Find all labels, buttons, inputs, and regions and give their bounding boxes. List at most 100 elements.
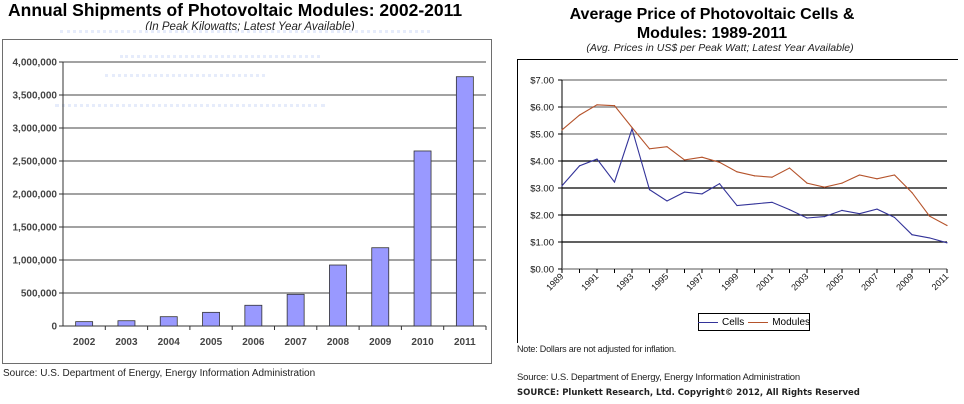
x-tick-label: 2006 xyxy=(242,337,265,348)
y-tick-label: 4,000,000 xyxy=(13,58,58,69)
legend-label-cells: Cells xyxy=(721,316,745,328)
x-tick-label: 2011 xyxy=(930,271,951,292)
y-tick-label: $5.00 xyxy=(530,130,554,141)
left-chart-frame xyxy=(2,39,492,364)
x-tick-label: 2009 xyxy=(369,337,392,348)
data-point-modules xyxy=(736,171,738,173)
data-point-modules xyxy=(788,167,791,169)
data-point-cells xyxy=(876,208,878,210)
x-tick-label: 2010 xyxy=(411,337,434,348)
x-tick-label: 2011 xyxy=(454,337,476,348)
bar-2003 xyxy=(117,320,136,327)
y-tick-label: $4.00 xyxy=(530,157,554,168)
right-chart-title: Average Price of Photovoltaic Cells & Mo… xyxy=(500,5,964,43)
x-tick-label: 2005 xyxy=(200,337,223,348)
y-tick-label: $1.00 xyxy=(530,238,554,249)
right-chart-note: Note: Dollars are not adjusted for infla… xyxy=(517,344,677,354)
data-point-cells xyxy=(823,216,826,218)
ghost-artifact xyxy=(120,55,320,58)
data-point-cells xyxy=(753,203,756,205)
ghost-artifact xyxy=(60,30,430,33)
bar-2004 xyxy=(159,316,178,327)
data-point-modules xyxy=(666,146,668,148)
data-point-modules xyxy=(911,191,913,194)
data-point-modules xyxy=(771,176,773,178)
legend-label-modules: Modules xyxy=(772,316,811,328)
data-point-modules xyxy=(648,148,651,150)
data-point-modules xyxy=(631,126,633,129)
data-point-modules xyxy=(858,174,861,176)
chart-legend: Cells Modules xyxy=(697,313,810,331)
bar-2006 xyxy=(244,304,263,327)
data-point-cells xyxy=(736,204,738,207)
x-tick-label: 2008 xyxy=(327,337,350,348)
data-point-modules xyxy=(876,178,878,180)
data-point-cells xyxy=(718,183,721,185)
y-tick-label: 500,000 xyxy=(21,289,58,300)
data-point-cells xyxy=(841,209,843,212)
left-bar-chart: 0 500,000 1,000,000 1,500,000 2,000,000 2,500… xyxy=(13,58,487,348)
y-tick-label: 2,500,000 xyxy=(13,157,58,168)
legend-swatch-cells xyxy=(697,321,718,323)
data-point-cells xyxy=(858,213,861,215)
data-point-modules xyxy=(806,182,808,184)
y-tick-label: 3,000,000 xyxy=(13,124,58,135)
y-tick-label: 3,500,000 xyxy=(13,91,58,102)
y-tick-label: $2.00 xyxy=(530,211,554,222)
data-point-cells xyxy=(806,217,808,219)
y-tick-label: 0 xyxy=(51,322,57,333)
x-tick-label: 2007 xyxy=(285,337,308,348)
data-point-cells xyxy=(648,189,651,191)
data-point-cells xyxy=(788,209,791,211)
x-tick-label: 2004 xyxy=(158,337,181,348)
x-tick-label: 2007 xyxy=(859,271,880,292)
right-line-chart: $0.00 $1.00 $2.00 $3.00 $4.00 $5.00 $6.00 $7.00… xyxy=(530,76,951,293)
x-tick-label: 1995 xyxy=(649,271,670,292)
right-chart-title-line1: Average Price of Photovoltaic Cells & xyxy=(569,6,855,23)
bar-2005 xyxy=(202,311,220,327)
left-chart-source: Source: U.S. Department of Energy, Energ… xyxy=(3,368,316,379)
bar-2008 xyxy=(329,264,347,327)
y-tick-label: $3.00 xyxy=(530,184,554,195)
x-tick-label: 2003 xyxy=(115,337,138,348)
data-point-modules xyxy=(718,161,721,163)
legend-item-modules: Modules xyxy=(748,317,810,328)
x-tick-label: 2001 xyxy=(754,271,775,292)
data-point-modules xyxy=(893,174,896,176)
data-point-modules xyxy=(613,105,616,107)
left-chart-title: Annual Shipments of Photovoltaic Modules… xyxy=(8,0,463,20)
data-point-cells xyxy=(596,158,598,160)
right-chart-source: Source: U.S. Department of Energy, Energ… xyxy=(517,372,800,383)
x-tick-label: 2005 xyxy=(824,271,845,292)
y-tick-label: 1,000,000 xyxy=(13,256,58,267)
data-point-modules xyxy=(578,114,581,116)
series-line-cells xyxy=(561,127,948,244)
y-tick-label: $6.00 xyxy=(530,103,554,114)
x-tick-label: 2003 xyxy=(789,271,810,292)
bar-2010 xyxy=(413,150,432,327)
x-tick-label: 1999 xyxy=(719,271,740,292)
data-point-modules xyxy=(596,104,598,106)
data-point-modules xyxy=(841,182,843,184)
data-point-modules xyxy=(561,129,563,131)
ghost-artifact xyxy=(55,104,325,107)
bar-2009 xyxy=(371,247,390,327)
data-point-cells xyxy=(666,200,668,202)
data-point-modules xyxy=(701,156,703,158)
right-chart-copyright: SOURCE: Plunkett Research, Ltd. Copyrigh… xyxy=(517,388,860,398)
data-point-modules xyxy=(683,159,686,161)
bar-2011 xyxy=(455,76,474,327)
ghost-artifact xyxy=(105,74,265,77)
right-chart-frame-top xyxy=(517,59,958,60)
data-point-cells xyxy=(893,216,896,219)
data-point-cells xyxy=(613,181,616,183)
data-point-cells xyxy=(683,191,686,193)
data-point-modules xyxy=(946,224,948,227)
data-point-cells xyxy=(928,237,931,239)
x-tick-label: 2009 xyxy=(894,271,915,292)
data-point-cells xyxy=(771,201,773,203)
right-chart-subtitle: (Avg. Prices in US$ per Peak Watt; Lates… xyxy=(586,42,854,54)
y-tick-label: $7.00 xyxy=(530,76,554,87)
legend-swatch-modules xyxy=(748,321,769,323)
data-point-cells xyxy=(911,234,913,236)
